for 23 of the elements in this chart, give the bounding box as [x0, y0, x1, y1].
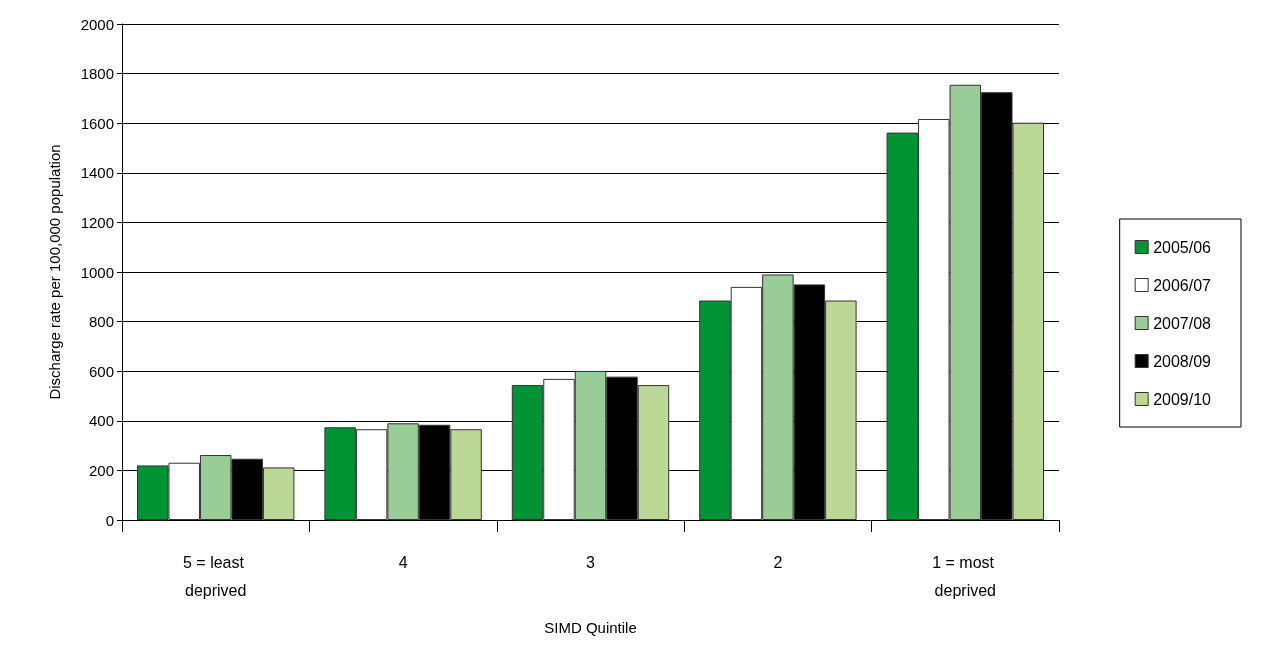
y-axis-title: Discharge rate per 100,000 population [46, 144, 63, 400]
y-tick-label: 1800 [80, 65, 114, 83]
y-tick-label: 400 [88, 412, 114, 430]
y-tick-label: 1200 [80, 213, 114, 231]
x-tick-label: 4 [398, 553, 408, 571]
legend-label: 2008/09 [1153, 352, 1212, 370]
x-tick-label: 2 [773, 553, 783, 571]
legend-label: 2009/10 [1153, 390, 1212, 408]
y-tick-label: 1000 [80, 263, 114, 281]
x-axis-title: SIMD Quintile [544, 619, 637, 636]
x-tick-label: 3 [586, 553, 596, 571]
y-tick-label: 2000 [80, 15, 114, 33]
y-tick-label: 1400 [80, 164, 114, 182]
legend-label: 2005/06 [1153, 238, 1212, 256]
y-tick-label: 0 [105, 511, 114, 529]
x-tick-label: 1 = most deprived [932, 553, 999, 599]
x-tick-label: 5 = least deprived [183, 553, 249, 599]
legend-label: 2006/07 [1153, 276, 1212, 294]
y-tick-label: 1600 [80, 114, 114, 132]
y-tick-label: 600 [88, 362, 114, 380]
y-tick-label: 800 [88, 313, 114, 331]
y-tick-label: 200 [88, 461, 114, 479]
legend-label: 2007/08 [1153, 314, 1212, 332]
